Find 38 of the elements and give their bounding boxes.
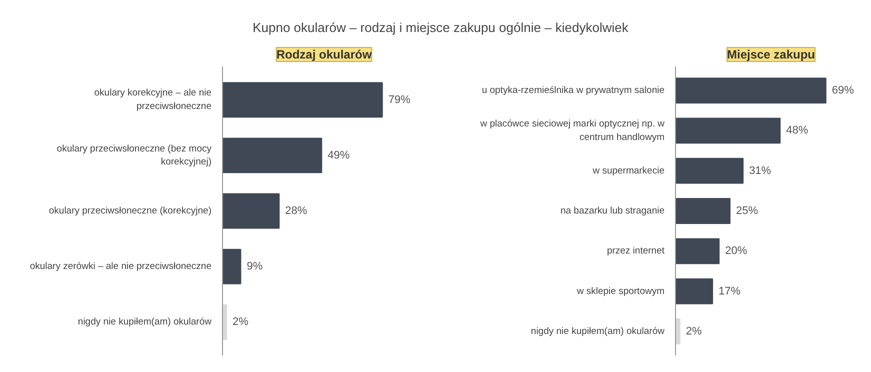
- data-label: 20%: [725, 245, 748, 258]
- chart-subtitle: Miejsce zakupu: [726, 48, 816, 62]
- bar: [676, 278, 714, 304]
- y-tick-label: okulary przeciwsłoneczne (korekcyjne): [48, 206, 212, 216]
- data-label: 2%: [686, 325, 702, 338]
- data-label: 28%: [285, 205, 308, 217]
- bar: [676, 78, 826, 104]
- y-tick-label: w placówce sieciowej marki optycznej np. w centrum handlowym: [479, 118, 665, 143]
- y-tick-label: u optyka-rzemieślnika w prywatnym salonie: [482, 85, 665, 96]
- data-label: 31%: [749, 164, 772, 177]
- bar: [222, 193, 280, 229]
- data-label: 79%: [388, 94, 411, 106]
- data-label: 2%: [232, 316, 249, 328]
- data-label: 48%: [786, 124, 808, 137]
- y-tick-label: okulary korekcyjne – ale nie przeciwsłoneczne: [94, 88, 212, 112]
- data-label: 17%: [718, 285, 741, 298]
- bar: [676, 118, 781, 144]
- data-label: 25%: [736, 205, 758, 217]
- y-tick-label: nigdy nie kupiłem(am) okularów: [530, 326, 665, 337]
- y-tick-label: przez internet: [606, 246, 665, 257]
- bar: [222, 248, 242, 284]
- bar: [676, 198, 730, 224]
- y-tick-label: w sklepie sportowym: [576, 286, 665, 297]
- chart-subtitle: Rodzaj okularów: [276, 48, 372, 62]
- bar: [676, 238, 720, 264]
- y-tick-label: nigdy nie kupiłem(am) okularów: [78, 316, 212, 328]
- y-tick-label: okulary zerówki – ale nie przeciwsłoneczne: [30, 261, 212, 272]
- data-label: 69%: [832, 84, 854, 97]
- bar: [676, 158, 744, 184]
- data-label: 9%: [246, 260, 263, 273]
- bar: [222, 82, 383, 118]
- text: Kupno okularów – rodzaj i miejsce zakupu ogólnie – kiedykolwiek: [252, 19, 628, 37]
- bar: [676, 318, 680, 344]
- y-tick-label: na bazarku lub straganie: [560, 206, 665, 216]
- y-tick-label: w supermarkecie: [592, 165, 665, 176]
- y-tick-label: okulary przeciwsłoneczne (bez mocy korekcyjnej): [56, 143, 212, 168]
- data-label: 49%: [328, 149, 350, 162]
- bar: [222, 138, 322, 174]
